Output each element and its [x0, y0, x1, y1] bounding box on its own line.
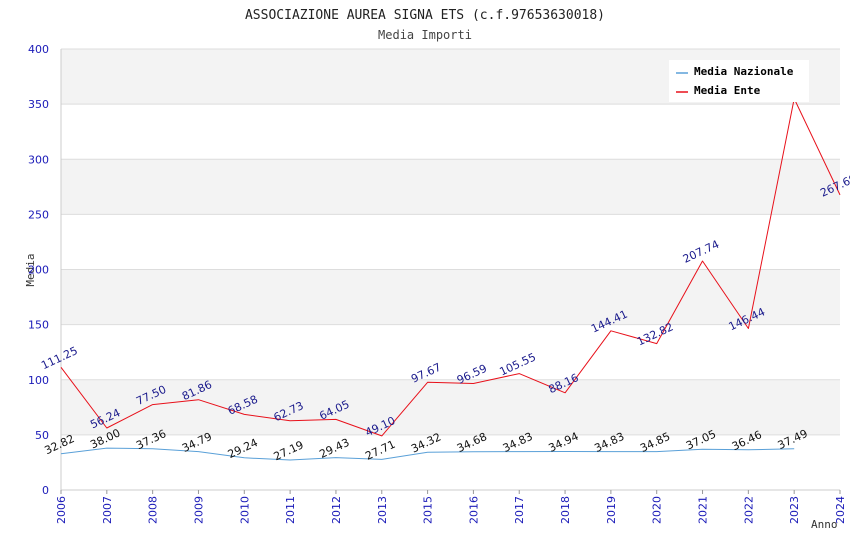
plot-band — [61, 214, 840, 270]
x-tick-label: 2018 — [559, 496, 572, 524]
series-lines — [60, 98, 841, 461]
x-tick-label: 2011 — [284, 496, 297, 524]
x-tick-label: 2017 — [513, 496, 526, 524]
y-tick-label: 350 — [28, 98, 49, 111]
legend: Media Nazionale Media Ente — [669, 60, 809, 102]
x-tick-label: 2023 — [788, 496, 801, 524]
legend-label-nazionale: Media Nazionale — [694, 65, 794, 78]
plot-band — [61, 104, 840, 160]
y-tick-label: 100 — [28, 374, 49, 387]
chart-title: ASSOCIAZIONE AUREA SIGNA ETS (c.f.976536… — [245, 8, 605, 23]
y-tick-label: 300 — [28, 153, 49, 166]
plot-band — [61, 159, 840, 215]
series-line-nazionale — [60, 447, 795, 461]
y-tick-label: 50 — [35, 429, 49, 442]
x-tick-label: 2016 — [467, 496, 480, 524]
x-tick-label: 2021 — [697, 496, 710, 524]
x-tick-label: 2020 — [651, 496, 664, 524]
x-tick-label: 2015 — [422, 496, 435, 524]
x-axis-title: Anno — [811, 518, 838, 531]
x-tick-label: 2006 — [55, 496, 68, 524]
plot-band — [61, 324, 840, 380]
x-tick-label: 2010 — [238, 496, 251, 524]
plot-band — [61, 269, 840, 325]
plot-background — [61, 49, 840, 490]
x-tick-label: 2022 — [742, 496, 755, 524]
y-tick-label: 250 — [28, 208, 49, 221]
y-tick-label: 200 — [28, 264, 49, 277]
x-axis-ticks: 2006 2007 2008 2009 2010 2011 2012 2013 2015 2016… — [55, 490, 847, 524]
x-tick-label: 2007 — [101, 496, 114, 524]
x-tick-label: 2024 — [834, 496, 847, 524]
y-tick-label: 0 — [42, 484, 49, 497]
x-tick-label: 2019 — [605, 496, 618, 524]
x-tick-label: 2008 — [147, 496, 160, 524]
y-tick-label: 400 — [28, 43, 49, 56]
x-tick-label: 2009 — [192, 496, 205, 524]
series-line-ente — [60, 98, 841, 437]
x-tick-label: 2013 — [376, 496, 389, 524]
legend-box — [669, 60, 809, 102]
y-axis-title: Media — [24, 253, 37, 286]
x-tick-label: 2012 — [330, 496, 343, 524]
plot-band — [61, 434, 840, 490]
legend-label-ente: Media Ente — [694, 84, 761, 97]
y-tick-label: 150 — [28, 319, 49, 332]
plot-band — [61, 379, 840, 435]
y-axis-ticks: 0 50 100 150 200 250 300 350 400 — [28, 43, 49, 497]
chart-subtitle: Media Importi — [378, 28, 472, 42]
